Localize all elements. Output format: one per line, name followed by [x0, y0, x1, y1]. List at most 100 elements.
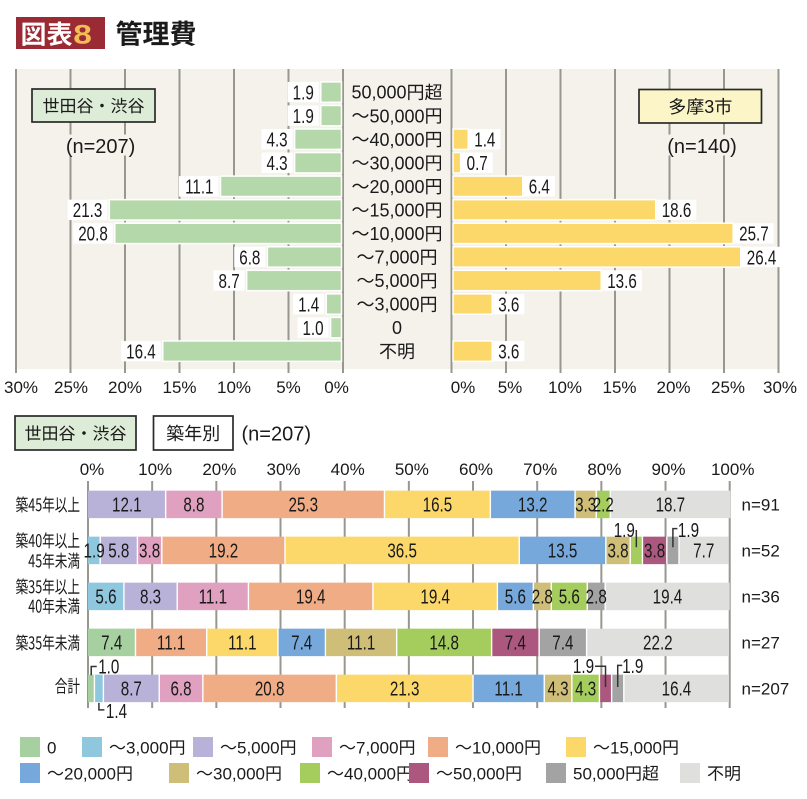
- svg-text:1.4: 1.4: [106, 700, 127, 723]
- svg-text:19.2: 19.2: [209, 540, 239, 563]
- svg-text:12.1: 12.1: [112, 494, 142, 517]
- svg-text:n=207: n=207: [742, 680, 790, 699]
- svg-text:8.3: 8.3: [140, 586, 161, 609]
- svg-text:3,000: 3,000: [126, 739, 169, 758]
- svg-text:19.4: 19.4: [296, 586, 326, 609]
- svg-text:11.1: 11.1: [347, 632, 375, 655]
- svg-text:10%: 10%: [138, 460, 172, 479]
- svg-text:3.8: 3.8: [644, 540, 665, 563]
- svg-text:10,000: 10,000: [369, 224, 424, 244]
- svg-text:19.4: 19.4: [420, 586, 450, 609]
- svg-text:1.9: 1.9: [573, 655, 594, 678]
- svg-text:19.4: 19.4: [653, 586, 683, 609]
- svg-text:6.8: 6.8: [239, 246, 260, 269]
- svg-text:50,000: 50,000: [351, 83, 406, 103]
- svg-text:8.7: 8.7: [121, 678, 142, 701]
- svg-text:3.8: 3.8: [139, 540, 160, 563]
- svg-text:0%: 0%: [324, 378, 349, 397]
- svg-text:5.6: 5.6: [505, 586, 526, 609]
- svg-text:100%: 100%: [711, 460, 754, 479]
- svg-text:6.8: 6.8: [170, 678, 191, 701]
- svg-text:90%: 90%: [652, 460, 686, 479]
- svg-text:30%: 30%: [266, 460, 300, 479]
- svg-text:40,000: 40,000: [344, 765, 396, 784]
- svg-text:n=27: n=27: [742, 634, 780, 653]
- svg-text:7.4: 7.4: [505, 632, 526, 655]
- svg-text:4.3: 4.3: [267, 152, 288, 175]
- svg-text:13.5: 13.5: [548, 540, 578, 563]
- svg-text:n=52: n=52: [742, 542, 780, 561]
- svg-text:6.4: 6.4: [529, 176, 550, 199]
- svg-text:15%: 15%: [602, 378, 636, 397]
- svg-text:50,000: 50,000: [369, 106, 424, 126]
- svg-text:5%: 5%: [498, 378, 523, 397]
- svg-text:5.6: 5.6: [95, 586, 116, 609]
- svg-text:5,000: 5,000: [237, 739, 280, 758]
- svg-text:8.8: 8.8: [183, 494, 204, 517]
- svg-text:30,000: 30,000: [369, 153, 424, 173]
- svg-text:1.0: 1.0: [98, 656, 119, 679]
- svg-text:1.4: 1.4: [474, 128, 495, 151]
- svg-text:11.1: 11.1: [185, 176, 213, 199]
- svg-text:7.4: 7.4: [552, 632, 573, 655]
- svg-text:11.1: 11.1: [228, 632, 256, 655]
- svg-text:5%: 5%: [276, 378, 301, 397]
- svg-text:26.4: 26.4: [747, 246, 777, 269]
- svg-text:1.9: 1.9: [293, 105, 314, 128]
- svg-text:1.4: 1.4: [298, 293, 319, 316]
- svg-text:0%: 0%: [451, 378, 476, 397]
- svg-text:7.4: 7.4: [101, 632, 122, 655]
- svg-text:4.3: 4.3: [267, 128, 288, 151]
- svg-text:5.6: 5.6: [559, 586, 580, 609]
- svg-text:13.6: 13.6: [607, 270, 637, 293]
- svg-text:3.6: 3.6: [498, 293, 519, 316]
- svg-text:15%: 15%: [162, 378, 196, 397]
- svg-text:7,000: 7,000: [356, 739, 399, 758]
- svg-text:30%: 30%: [4, 378, 38, 397]
- svg-text:10,000: 10,000: [472, 739, 524, 758]
- svg-text:1.9: 1.9: [293, 81, 314, 104]
- svg-text:3,000: 3,000: [374, 295, 419, 315]
- svg-text:80%: 80%: [587, 460, 621, 479]
- svg-text:50,000: 50,000: [573, 765, 625, 784]
- svg-text:50,000: 50,000: [453, 765, 505, 784]
- svg-text:1.9: 1.9: [84, 540, 105, 563]
- svg-text:15,000: 15,000: [369, 200, 424, 220]
- svg-text:8: 8: [73, 19, 92, 49]
- svg-text:16.5: 16.5: [423, 494, 453, 517]
- svg-text:3.6: 3.6: [498, 340, 519, 363]
- svg-text:0: 0: [47, 739, 56, 758]
- svg-text:60%: 60%: [459, 460, 493, 479]
- svg-text:11.1: 11.1: [199, 586, 227, 609]
- svg-text:4.3: 4.3: [575, 678, 596, 701]
- svg-text:1.9: 1.9: [622, 655, 643, 678]
- svg-text:(n=207): (n=207): [66, 136, 136, 158]
- svg-text:25%: 25%: [54, 378, 88, 397]
- svg-text:25.3: 25.3: [289, 494, 319, 517]
- svg-text:7,000: 7,000: [374, 248, 419, 268]
- svg-text:40,000: 40,000: [369, 130, 424, 150]
- svg-text:7.4: 7.4: [291, 632, 312, 655]
- svg-text:14.8: 14.8: [429, 632, 459, 655]
- svg-text:3.8: 3.8: [607, 540, 628, 563]
- svg-text:10%: 10%: [548, 378, 582, 397]
- svg-text:5.8: 5.8: [108, 540, 129, 563]
- svg-text:70%: 70%: [523, 460, 557, 479]
- svg-text:18.7: 18.7: [656, 494, 686, 517]
- svg-text:n=36: n=36: [742, 588, 780, 607]
- svg-text:20,000: 20,000: [369, 177, 424, 197]
- svg-text:10%: 10%: [217, 378, 251, 397]
- svg-text:25%: 25%: [711, 378, 745, 397]
- svg-text:4.3: 4.3: [547, 678, 568, 701]
- svg-text:22.2: 22.2: [643, 632, 673, 655]
- svg-text:21.3: 21.3: [73, 199, 103, 222]
- svg-text:n=91: n=91: [742, 496, 780, 515]
- svg-text:16.4: 16.4: [662, 678, 692, 701]
- svg-text:36.5: 36.5: [387, 540, 417, 563]
- svg-text:40%: 40%: [331, 460, 365, 479]
- svg-text:13.2: 13.2: [518, 494, 548, 517]
- svg-text:30,000: 30,000: [213, 765, 265, 784]
- svg-text:1.9: 1.9: [678, 519, 699, 542]
- svg-text:(n=207): (n=207): [242, 423, 312, 445]
- svg-text:1.9: 1.9: [614, 519, 635, 542]
